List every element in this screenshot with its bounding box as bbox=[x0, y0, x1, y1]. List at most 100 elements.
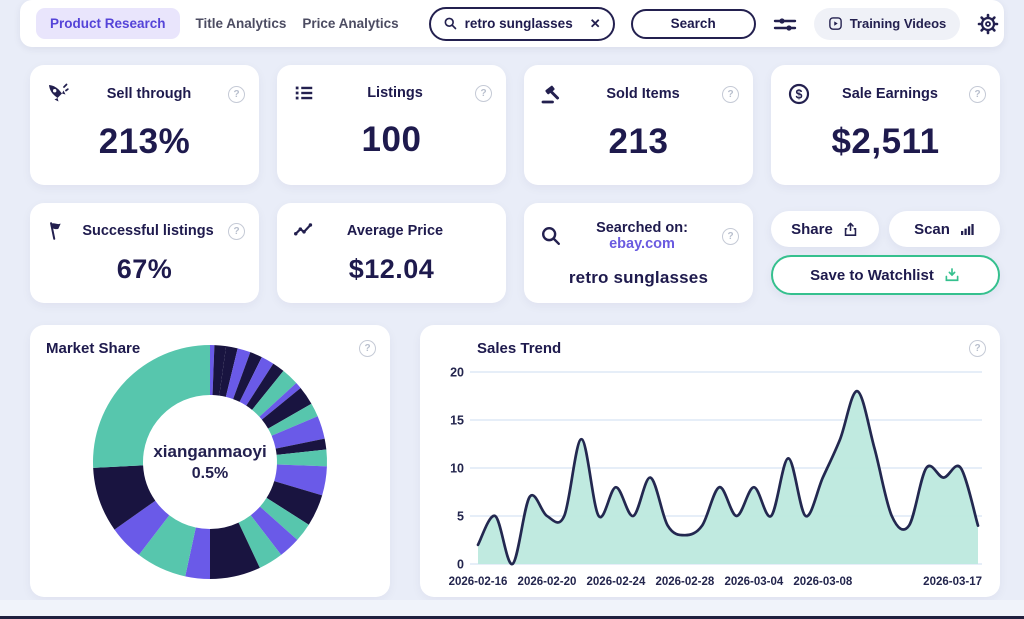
stat-value: 67% bbox=[116, 254, 173, 284]
market-share-segment[interactable] bbox=[185, 527, 210, 579]
stat-value: 213 bbox=[608, 122, 669, 161]
trend-line-icon bbox=[293, 220, 315, 242]
market-share-segment[interactable] bbox=[252, 370, 297, 417]
y-axis-tick-label: 0 bbox=[457, 558, 464, 572]
search-icon bbox=[540, 225, 562, 247]
x-axis-tick-label: 2026-03-17 bbox=[923, 576, 982, 588]
sales-trend-area-chart: 0 5 10 15 20 2026-02-16 2026-02-20 2026-02-24 20… bbox=[449, 366, 982, 588]
searched-on-site-link[interactable]: ebay.com bbox=[609, 236, 675, 252]
search-button[interactable]: Search bbox=[630, 8, 756, 39]
training-videos-label: Training Videos bbox=[849, 16, 947, 31]
searched-on-text: Searched on: bbox=[596, 220, 688, 236]
x-axis-tick-label: 2026-02-24 bbox=[587, 576, 646, 588]
share-button[interactable]: Share bbox=[771, 211, 879, 247]
help-icon[interactable]: ? bbox=[475, 84, 492, 102]
market-share-segment[interactable] bbox=[259, 497, 309, 540]
stat-label: Sell through bbox=[106, 86, 192, 102]
y-axis-tick-label: 10 bbox=[450, 462, 464, 476]
stat-value: $2,511 bbox=[831, 122, 940, 161]
svg-text:$: $ bbox=[796, 88, 803, 102]
watchlist-label: Save to Watchlist bbox=[810, 266, 934, 284]
help-icon[interactable]: ? bbox=[722, 85, 739, 103]
market-share-segment[interactable] bbox=[261, 387, 312, 429]
market-share-segment[interactable] bbox=[276, 449, 328, 467]
dollar-circle-icon: $ bbox=[787, 82, 811, 106]
tab-title-analytics[interactable]: Title Analytics bbox=[195, 16, 287, 31]
stat-card-sold-items: Sold Items ? 213 bbox=[524, 65, 753, 185]
x-axis-tick-label: 2026-02-28 bbox=[655, 576, 714, 588]
top-navigation-bar: Product Research Title Analytics Price A… bbox=[20, 0, 1004, 47]
help-icon[interactable]: ? bbox=[359, 340, 376, 357]
market-share-segment[interactable] bbox=[274, 464, 327, 496]
search-query-text: retro sunglasses bbox=[464, 16, 573, 31]
market-share-segment[interactable] bbox=[114, 500, 170, 555]
share-upload-icon bbox=[842, 221, 859, 238]
help-icon[interactable]: ? bbox=[228, 222, 245, 240]
y-axis-tick-label: 20 bbox=[450, 366, 464, 380]
play-video-icon bbox=[828, 16, 843, 31]
market-share-segment[interactable] bbox=[225, 348, 251, 400]
market-share-segment[interactable] bbox=[93, 465, 156, 530]
filters-sliders-icon[interactable] bbox=[772, 13, 798, 35]
save-tray-icon bbox=[943, 266, 961, 284]
market-share-segment[interactable] bbox=[238, 515, 282, 568]
stat-label: Successful listings bbox=[82, 223, 214, 239]
scan-label: Scan bbox=[914, 220, 950, 238]
search-input[interactable]: retro sunglasses ✕ bbox=[428, 6, 615, 41]
search-icon bbox=[443, 16, 458, 31]
x-axis-tick-label: 2026-03-08 bbox=[793, 576, 852, 588]
stat-value: 213% bbox=[98, 122, 191, 161]
market-share-segment[interactable] bbox=[275, 438, 327, 455]
help-icon[interactable]: ? bbox=[228, 85, 245, 103]
market-share-segment[interactable] bbox=[210, 344, 215, 396]
market-share-segment[interactable] bbox=[250, 506, 298, 555]
share-label: Share bbox=[791, 220, 833, 238]
list-icon bbox=[293, 82, 315, 104]
searched-on-label: Searched on: ebay.com bbox=[568, 220, 716, 252]
market-share-segment[interactable] bbox=[93, 345, 210, 468]
stat-card-listings: Listings ? 100 bbox=[277, 65, 506, 185]
market-share-segment[interactable] bbox=[268, 403, 318, 436]
market-share-segment[interactable] bbox=[271, 416, 325, 449]
gavel-icon bbox=[540, 82, 564, 106]
x-axis-tick-label: 2026-03-04 bbox=[724, 576, 783, 588]
y-axis-tick-label: 15 bbox=[450, 414, 464, 428]
market-share-segment[interactable] bbox=[210, 522, 260, 579]
help-icon[interactable]: ? bbox=[969, 85, 986, 103]
card-searched-on: Searched on: ebay.com ? retro sunglasses bbox=[524, 203, 753, 303]
tab-price-analytics[interactable]: Price Analytics bbox=[302, 16, 399, 31]
flag-icon bbox=[46, 220, 68, 242]
sales-trend-card: 0 5 10 15 20 2026-02-16 2026-02-20 2026-02-24 20… bbox=[420, 325, 1000, 597]
market-share-segment[interactable] bbox=[138, 515, 196, 577]
help-icon[interactable]: ? bbox=[969, 340, 986, 357]
rocket-icon bbox=[46, 82, 70, 106]
stat-label: Sold Items bbox=[606, 86, 680, 102]
market-share-segment[interactable] bbox=[233, 352, 262, 402]
market-share-segment[interactable] bbox=[212, 345, 227, 396]
market-share-segment[interactable] bbox=[219, 346, 238, 397]
clear-search-icon[interactable]: ✕ bbox=[589, 15, 601, 31]
stat-label: Listings bbox=[367, 85, 423, 101]
market-share-segment[interactable] bbox=[266, 481, 323, 525]
market-share-segment[interactable] bbox=[246, 363, 284, 410]
stat-label: Average Price bbox=[346, 223, 444, 239]
signal-bars-icon bbox=[959, 221, 975, 237]
stat-value: $12.04 bbox=[348, 254, 435, 284]
bottom-strip bbox=[0, 600, 1024, 616]
stat-card-average-price: Average Price ? $12.04 bbox=[277, 203, 506, 303]
save-to-watchlist-button[interactable]: Save to Watchlist bbox=[771, 255, 1000, 295]
sales-trend-title: Sales Trend bbox=[477, 340, 562, 357]
scan-button[interactable]: Scan bbox=[889, 211, 1000, 247]
stat-value: 100 bbox=[361, 120, 422, 159]
market-share-segment[interactable] bbox=[259, 382, 301, 420]
training-videos-button[interactable]: Training Videos bbox=[813, 7, 961, 40]
market-share-segment[interactable] bbox=[239, 357, 274, 406]
market-share-card: Market Share ? xianganmaoyi 0.5% bbox=[30, 325, 390, 597]
help-icon[interactable]: ? bbox=[722, 227, 739, 245]
market-share-title: Market Share bbox=[46, 340, 141, 357]
searched-query: retro sunglasses bbox=[568, 268, 709, 287]
stat-card-successful-listings: Successful listings ? 67% bbox=[30, 203, 259, 303]
tab-product-research[interactable]: Product Research bbox=[36, 8, 180, 39]
x-axis-tick-label: 2026-02-20 bbox=[518, 576, 577, 588]
settings-gear-icon[interactable] bbox=[976, 12, 1000, 36]
